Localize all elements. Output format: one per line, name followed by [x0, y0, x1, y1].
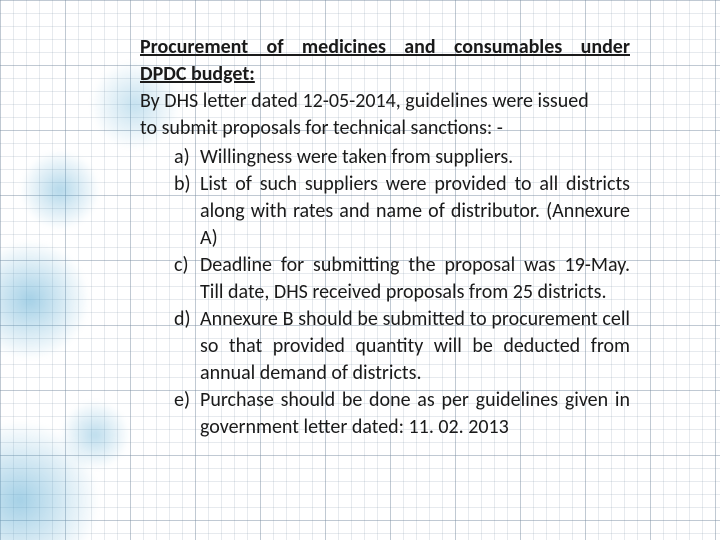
intro-line1: By DHS letter dated 12-05-2014, guidelin… [140, 89, 589, 113]
list-text: Willingness were taken from suppliers. [200, 145, 513, 169]
list-marker: b) [174, 171, 191, 198]
list-text: Annexure B should be submitted to procur… [200, 307, 630, 385]
list-item: d) Annexure B should be submitted to pro… [174, 306, 630, 387]
slide-body: Procurement of medicines and consumables… [140, 34, 630, 441]
heading-line1: Procurement of medicines and consumables… [140, 35, 630, 59]
heading: Procurement of medicines and consumables… [140, 34, 630, 88]
list-text: List of such suppliers were provided to … [200, 172, 630, 250]
intro-line2: to submit proposals for technical sancti… [140, 115, 630, 142]
heading-line2: DPDC budget: [140, 61, 630, 88]
list-marker: e) [174, 387, 190, 414]
list-item: e) Purchase should be done as per guidel… [174, 387, 630, 441]
list-text: Purchase should be done as per guideline… [200, 388, 630, 439]
list-item: b) List of such suppliers were provided … [174, 171, 630, 252]
list-item: c) Deadline for submitting the proposal … [174, 252, 630, 306]
list-text: Deadline for submitting the proposal was… [200, 253, 630, 304]
list-marker: a) [174, 144, 190, 171]
list-item: a) Willingness were taken from suppliers… [174, 144, 630, 171]
ordered-list: a) Willingness were taken from suppliers… [140, 144, 630, 441]
intro-paragraph: By DHS letter dated 12-05-2014, guidelin… [140, 88, 630, 142]
list-marker: d) [174, 306, 191, 333]
list-marker: c) [174, 252, 189, 279]
